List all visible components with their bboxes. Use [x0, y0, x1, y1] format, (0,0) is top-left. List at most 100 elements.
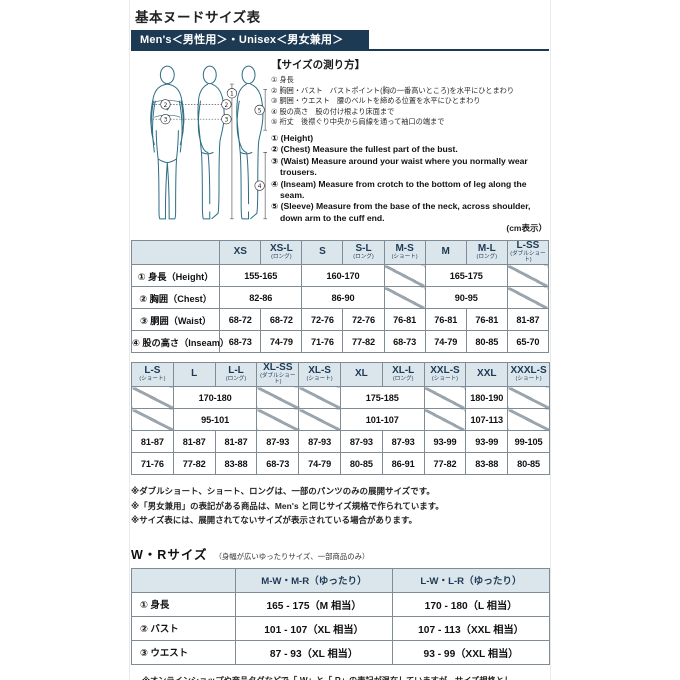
size-column-header: XXL-S (ショート)	[423, 362, 467, 387]
measure-ja-item: ③ 胴囲・ウエスト 腰のベルトを締める位置を水平にひとまわり	[271, 96, 481, 106]
body-diagram-svg: 2 3 2 3 1 5 4	[150, 65, 267, 220]
size-column-header: XL-S (ショート)	[298, 362, 341, 387]
size-value-cell: 76-81	[383, 308, 426, 331]
size-column-header: L	[172, 362, 216, 387]
size-value-cell: 77-82	[342, 330, 385, 353]
wr-table-row: ② バスト 101 - 107（XL 相当） 107 - 113（XXL 相当）	[131, 615, 550, 641]
wr-note-line: ※オンラインショップや商品タグなどで「-W」と「-R」の表記が混在していますが、…	[142, 675, 513, 680]
size-value-cell: 180-190	[465, 386, 509, 409]
size-column-name: XL-S	[308, 365, 331, 377]
page-title: 基本ヌードサイズ表	[135, 10, 261, 25]
measure-ja-item: ④ 股の高さ 股の付け根より床面まで	[271, 106, 395, 116]
size-value-cell: 72-76	[342, 308, 385, 331]
measure-en-item: ④ (Inseam) Measure from crotch to the bo…	[271, 178, 527, 200]
size-value-cell: 87-93	[298, 430, 341, 453]
size-column-subname: (ショート)	[431, 375, 459, 382]
row-label: ② 胸囲（Chest）	[130, 286, 221, 309]
size-value-cell: 175-185	[339, 386, 425, 409]
measure-en-item: ⑤ (Sleeve) Measure from the base of the …	[271, 201, 531, 223]
measure-en-item: ② (Chest) Measure the fullest part of th…	[271, 144, 458, 155]
empty-cell	[256, 386, 300, 409]
size-value-cell: 82-86	[219, 286, 303, 309]
size-value-cell: 93-99	[465, 430, 509, 453]
size-value-cell: 80-85	[507, 452, 550, 475]
size-column-name: L-S	[144, 365, 161, 377]
size-value-cell: 81-87	[172, 430, 216, 453]
size-column-subname: (ロング)	[476, 253, 498, 260]
size-column-name: XL-SS	[263, 362, 293, 374]
size-notes: ※ダブルショート、ショート、ロングは、一部のパンツのみの展開サイズです。 ※「男…	[131, 484, 549, 528]
size-column-header: XL-SS (ダブルショート)	[256, 362, 300, 387]
table-row: 81-87 81-87 81-87 87-93 87-93 87-93 87-93 93-99…	[131, 430, 550, 453]
table-row: ① 身長（Height） 155-165 160-170 165-175	[130, 264, 550, 287]
size-value-cell: 74-79	[260, 330, 303, 353]
table-row: ④ 股の高さ（Inseam） 68-73 74-79 71-76 77-82 68-73 7…	[130, 330, 550, 353]
size-value-cell: 74-79	[298, 452, 341, 475]
size-column-header: S	[301, 240, 344, 265]
size-value-cell: 80-85	[465, 330, 508, 353]
wr-header-row: M-W・M-R（ゆったり） L-W・L-R（ゆったり）	[131, 567, 550, 593]
size-value-cell: 71-76	[131, 452, 174, 475]
wr-table-row: ① 身長 165 - 175（M 相当） 170 - 180（L 相当）	[131, 591, 550, 617]
left-margin-rule	[129, 0, 130, 680]
svg-text:1: 1	[230, 92, 234, 98]
size-column-subname: (ショート)	[139, 375, 166, 382]
size-note: ※サイズ表には、展開されてないサイズが表示されている場合があります。	[131, 515, 418, 525]
size-value-cell: 95-101	[172, 408, 258, 431]
size-value-cell: 76-81	[424, 308, 467, 331]
size-value-cell: 80-85	[339, 452, 383, 475]
size-value-cell: 160-170	[301, 264, 385, 287]
size-value-cell: 72-76	[301, 308, 344, 331]
size-column-name: XL-L	[392, 365, 415, 377]
size-table-secondary-body: 170-180 175-185 180-190 95-101 101-107 107-11…	[131, 386, 550, 475]
size-column-header: M-L (ロング)	[465, 240, 508, 265]
empty-cell	[131, 386, 174, 409]
size-column-header: M-S (ショート)	[383, 240, 426, 265]
empty-cell	[298, 386, 341, 409]
empty-cell	[298, 408, 341, 431]
size-table-primary: XS XS-L (ロング) S S-L (ロング) M-S (ショート) M M-L (ロング) L-…	[130, 240, 550, 353]
size-column-header: XS	[219, 240, 262, 265]
size-column-header: S-L (ロング)	[342, 240, 385, 265]
row-label: ③ 胴囲（Waist）	[130, 308, 221, 331]
size-value-cell: 68-72	[219, 308, 262, 331]
measure-heading: 【サイズの測り方】	[271, 59, 366, 71]
wr-value-cell: 93 - 99（XXL 相当）	[392, 639, 550, 665]
wr-title: W・Rサイズ	[131, 547, 208, 562]
size-column-name: XXL	[477, 368, 497, 380]
size-column-subname: (ショート)	[515, 375, 542, 382]
size-value-cell: 107-113	[465, 408, 509, 431]
measure-ja-item: ② 胸囲・バスト バストポイント(胸の一番高いところ)を水平にひとまわり	[271, 85, 515, 95]
empty-cell	[423, 386, 467, 409]
row-label: ④ 股の高さ（Inseam）	[130, 330, 229, 353]
wr-corner-cell	[131, 567, 236, 593]
size-table-secondary-wrap: L-S (ショート) L L-L (ロング) XL-SS (ダブルショート) XL-S (ショー…	[131, 362, 550, 475]
wr-value-cell: 101 - 107（XL 相当）	[235, 615, 393, 641]
size-column-name: S-L	[355, 243, 372, 255]
size-column-subname: (ダブルショート)	[510, 250, 546, 263]
size-column-name: M-L	[477, 243, 496, 255]
size-value-cell: 83-88	[465, 452, 509, 475]
size-value-cell: 77-82	[423, 452, 467, 475]
banner-underline	[131, 49, 549, 51]
size-column-subname: (ロング)	[392, 375, 414, 382]
size-column-header: XXXL-S (ショート)	[507, 362, 550, 387]
size-column-header: L-S (ショート)	[131, 362, 174, 387]
size-value-cell: 77-82	[172, 452, 216, 475]
size-value-cell: 81-87	[506, 308, 550, 331]
wr-subtitle: （身幅が広いゆったりサイズ、一部商品のみ）	[214, 551, 370, 561]
size-column-header: L-L (ロング)	[214, 362, 258, 387]
section-banner: Men's＜男性用＞・Unisex＜男女兼用＞	[131, 30, 549, 51]
size-value-cell: 87-93	[256, 430, 300, 453]
size-value-cell: 101-107	[339, 408, 425, 431]
size-value-cell: 86-91	[381, 452, 425, 475]
wr-column-header: L-W・L-R（ゆったり）	[392, 567, 550, 593]
table-corner-cell	[130, 240, 221, 265]
wr-row-label: ① 身長	[131, 591, 236, 617]
table-row: ② 胸囲（Chest） 82-86 86-90 90-95	[130, 286, 550, 309]
size-column-name: XS	[233, 246, 247, 258]
size-value-cell: 170-180	[172, 386, 258, 409]
wr-table-row: ③ ウエスト 87 - 93（XL 相当） 93 - 99（XXL 相当）	[131, 639, 550, 665]
size-value-cell: 68-73	[219, 330, 262, 353]
wr-value-cell: 107 - 113（XXL 相当）	[392, 615, 550, 641]
